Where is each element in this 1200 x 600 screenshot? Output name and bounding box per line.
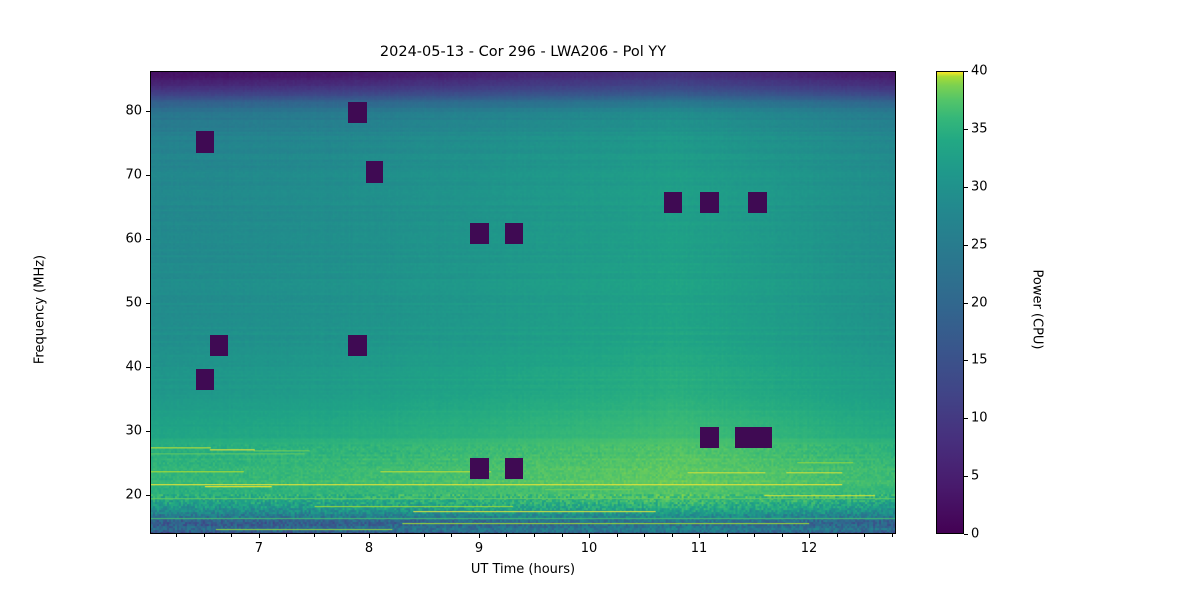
x-tick-minor — [864, 534, 866, 537]
y-tick-mark — [146, 239, 150, 241]
colorbar-tick-label: 25 — [971, 237, 988, 253]
masked-block — [210, 334, 228, 356]
plot-title: 2024-05-13 - Cor 296 - LWA206 - Pol YY — [379, 44, 667, 60]
y-tick-label: 40 — [125, 359, 142, 375]
x-tick-minor — [754, 534, 756, 537]
spectrogram-image — [151, 72, 895, 533]
x-tick-minor — [203, 534, 205, 537]
colorbar-tick-label: 20 — [971, 295, 988, 310]
x-tick-minor — [671, 534, 673, 537]
x-tick-minor — [313, 534, 315, 537]
colorbar-tick-label: 5 — [971, 468, 980, 484]
x-tick-minor — [616, 534, 618, 537]
x-axis-label: UT Time (hours) — [470, 562, 576, 577]
x-tick-minor — [534, 534, 535, 537]
masked-block — [735, 426, 772, 449]
colorbar-tick-label: 0 — [971, 526, 980, 542]
masked-block — [470, 458, 489, 480]
x-tick-minor — [423, 534, 425, 537]
colorbar-tick-mark — [964, 244, 968, 246]
colorbar-tick-mark — [964, 476, 968, 478]
x-tick-mark — [368, 534, 370, 538]
y-tick-mark — [146, 431, 150, 433]
colorbar-tick-mark — [964, 302, 968, 304]
masked-block — [470, 222, 489, 245]
y-tick-mark — [146, 494, 150, 496]
x-tick-mark — [589, 534, 591, 538]
masked-block — [663, 192, 683, 214]
x-tick-label: 9 — [474, 541, 484, 556]
x-tick-minor — [891, 534, 893, 537]
masked-block — [347, 334, 367, 356]
x-tick-mark — [699, 534, 701, 538]
masked-block — [505, 458, 523, 480]
y-tick-mark — [146, 175, 150, 177]
x-tick-mark — [478, 534, 480, 538]
y-tick-label: 20 — [125, 487, 142, 503]
spectrogram-axes[interactable] — [150, 71, 896, 534]
colorbar-tick-label: 35 — [971, 121, 988, 137]
x-tick-minor — [726, 534, 728, 537]
x-tick-minor — [341, 534, 343, 537]
x-tick-minor — [644, 534, 646, 537]
x-tick-minor — [176, 534, 178, 537]
x-tick-minor — [781, 534, 783, 537]
y-tick-label: 30 — [125, 423, 142, 439]
masked-block — [505, 222, 523, 245]
colorbar-tick-label: 15 — [971, 352, 988, 368]
x-tick-minor — [396, 534, 398, 537]
masked-block — [196, 131, 214, 154]
x-tick-minor — [561, 534, 563, 537]
x-tick-label: 7 — [254, 541, 264, 556]
colorbar-tick-mark — [964, 360, 968, 362]
y-tick-label: 50 — [125, 295, 142, 311]
colorbar-tick-label: 10 — [971, 410, 988, 426]
colorbar-gradient[interactable] — [936, 71, 964, 534]
x-tick-minor — [506, 534, 508, 537]
masked-block — [365, 160, 384, 183]
x-tick-minor — [836, 534, 838, 537]
colorbar-tick-label: 30 — [971, 179, 988, 195]
y-tick-label: 70 — [125, 167, 142, 183]
y-tick-label: 80 — [125, 103, 142, 119]
y-tick-mark — [146, 111, 150, 113]
masked-block — [347, 102, 367, 124]
y-tick-label: 60 — [125, 231, 142, 247]
colorbar-tick-mark — [964, 186, 968, 188]
x-tick-mark — [809, 534, 811, 538]
colorbar-label: Power (CPU) — [1029, 269, 1045, 350]
masked-block — [196, 368, 214, 390]
x-tick-minor — [286, 534, 288, 537]
colorbar-tick-mark — [964, 128, 968, 130]
colorbar-tick-mark — [964, 534, 968, 535]
x-tick-label: 10 — [580, 541, 598, 556]
x-tick-mark — [258, 534, 260, 538]
colorbar-tick-label: 40 — [971, 63, 988, 79]
masked-block — [748, 192, 768, 214]
x-tick-label: 8 — [364, 541, 374, 556]
x-tick-minor — [231, 534, 233, 537]
masked-block — [700, 426, 719, 449]
masked-block — [700, 192, 719, 214]
y-tick-mark — [146, 303, 150, 305]
y-tick-mark — [146, 367, 150, 369]
x-tick-minor — [451, 534, 453, 537]
colorbar-tick-mark — [964, 418, 968, 420]
x-tick-label: 12 — [800, 541, 818, 556]
x-tick-label: 11 — [690, 541, 708, 556]
y-axis-label: Frequency (MHz) — [32, 254, 48, 365]
colorbar-tick-mark — [964, 71, 968, 72]
